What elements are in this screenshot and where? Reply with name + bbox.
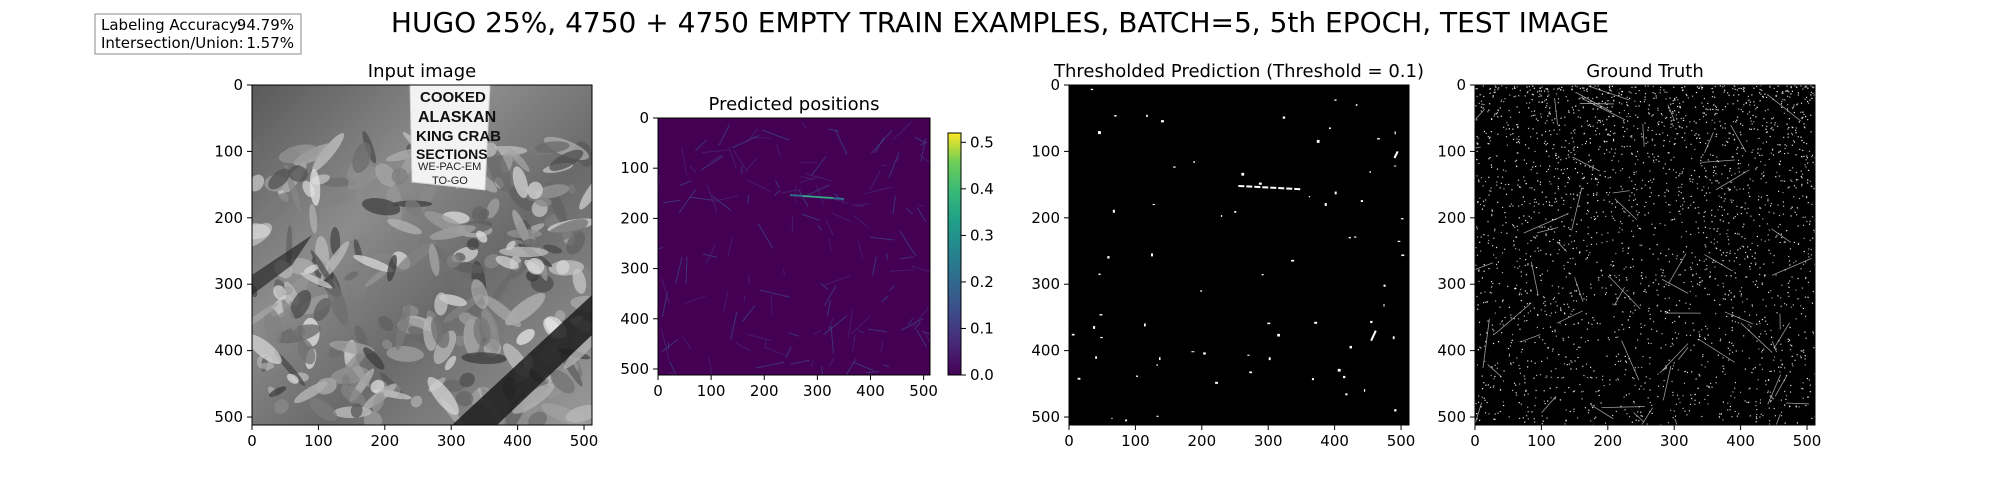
x-tick-label: 100 (304, 432, 333, 450)
y-tick-label: 100 (1437, 142, 1466, 160)
accuracy-value: 94.79% (237, 16, 294, 34)
sign-text-line: COOKED (420, 89, 486, 106)
x-tick-label: 500 (909, 382, 938, 400)
panel-ground-truth: Ground Truth 0 100 200 300 400 50001002003004… (1437, 61, 1822, 450)
y-tick-label: 0 (1456, 76, 1466, 94)
y-tick-label: 100 (620, 159, 649, 177)
accuracy-label: Labeling Accuracy: (101, 16, 242, 34)
x-tick-label: 400 (856, 382, 885, 400)
y-tick-label: 200 (620, 209, 649, 227)
colorbar-tick-label: 0.5 (970, 133, 994, 151)
y-tick-label: 500 (620, 360, 649, 378)
sign-text-line: WE-PAC-EM (418, 161, 481, 173)
panel-title: Input image (368, 61, 476, 82)
ground-truth-image (1475, 85, 1815, 425)
x-tick-label: 300 (803, 382, 832, 400)
x-tick-label: 200 (1187, 432, 1216, 450)
x-tick-label: 400 (1726, 432, 1755, 450)
iou-label: Intersection/Union: (101, 34, 244, 52)
x-tick-label: 500 (1387, 432, 1416, 450)
y-tick-label: 200 (1437, 209, 1466, 227)
y-tick-label: 500 (1437, 408, 1466, 426)
y-tick-label: 400 (620, 310, 649, 328)
y-tick-label: 100 (214, 142, 243, 160)
colorbar-tick-label: 0.2 (970, 273, 994, 291)
y-tick-label: 400 (214, 342, 243, 360)
x-tick-label: 100 (1121, 432, 1150, 450)
y-tick-label: 300 (620, 260, 649, 278)
y-tick-label: 200 (1031, 209, 1060, 227)
colorbar-tick-label: 0.4 (970, 180, 994, 198)
y-tick-label: 300 (1437, 275, 1466, 293)
y-tick-label: 400 (1437, 342, 1466, 360)
stats-box: Labeling Accuracy: 94.79% Intersection/U… (94, 13, 302, 55)
sign-text-line: KING CRAB (416, 128, 501, 145)
y-tick-label: 500 (214, 408, 243, 426)
x-tick-label: 300 (1660, 432, 1689, 450)
y-tick-label: 200 (214, 209, 243, 227)
x-tick-label: 100 (1527, 432, 1556, 450)
panel-title: Thresholded Prediction (Threshold = 0.1) (1053, 61, 1424, 82)
x-tick-label: 500 (1793, 432, 1822, 450)
colorbar-tick-label: 0.0 (970, 366, 994, 384)
input-image: COOKED ALASKAN KING CRAB SECTIONS WE-PAC… (252, 85, 592, 425)
y-tick-label: 300 (1031, 275, 1060, 293)
panel-thresholded-prediction: Thresholded Prediction (Threshold = 0.1)… (1031, 61, 1424, 450)
panel-title: Predicted positions (709, 94, 880, 115)
x-tick-label: 400 (1320, 432, 1349, 450)
x-tick-label: 0 (653, 382, 663, 400)
sign-text-line: ALASKAN (418, 109, 496, 126)
y-tick-label: 0 (233, 76, 243, 94)
x-tick-label: 0 (1470, 432, 1480, 450)
x-tick-label: 400 (503, 432, 532, 450)
prediction-heatmap (658, 118, 930, 375)
colorbar-tick-label: 0.3 (970, 226, 994, 244)
x-tick-label: 0 (247, 432, 257, 450)
panel-input-image: Input image COOKED ALASKAN KING CRAB SEC… (214, 61, 599, 450)
figure-title: HUGO 25%, 4750 + 4750 EMPTY TRAIN EXAMPL… (391, 6, 1609, 39)
y-tick-label: 0 (639, 109, 649, 127)
iou-value: 1.57% (246, 34, 294, 52)
thresholded-image (1069, 85, 1409, 425)
y-tick-label: 0 (1050, 76, 1060, 94)
colorbar-tick-label: 0.1 (970, 319, 994, 337)
x-tick-label: 300 (437, 432, 466, 450)
x-tick-label: 200 (1593, 432, 1622, 450)
x-tick-label: 100 (697, 382, 726, 400)
y-tick-label: 500 (1031, 408, 1060, 426)
y-tick-label: 100 (1031, 142, 1060, 160)
y-tick-label: 300 (214, 275, 243, 293)
x-tick-label: 200 (370, 432, 399, 450)
sign-text-line: TO-GO (432, 175, 468, 187)
y-tick-label: 400 (1031, 342, 1060, 360)
panel-predicted-positions: Predicted positions 0 100 200 300 400 5000100… (620, 94, 994, 400)
x-tick-label: 200 (750, 382, 779, 400)
x-tick-label: 500 (570, 432, 599, 450)
x-tick-label: 300 (1254, 432, 1283, 450)
sign-text-line: SECTIONS (416, 146, 488, 162)
panel-title: Ground Truth (1586, 61, 1704, 82)
x-tick-label: 0 (1064, 432, 1074, 450)
colorbar: 0.0 0.1 0.2 0.3 0.4 0.5 (947, 132, 994, 384)
